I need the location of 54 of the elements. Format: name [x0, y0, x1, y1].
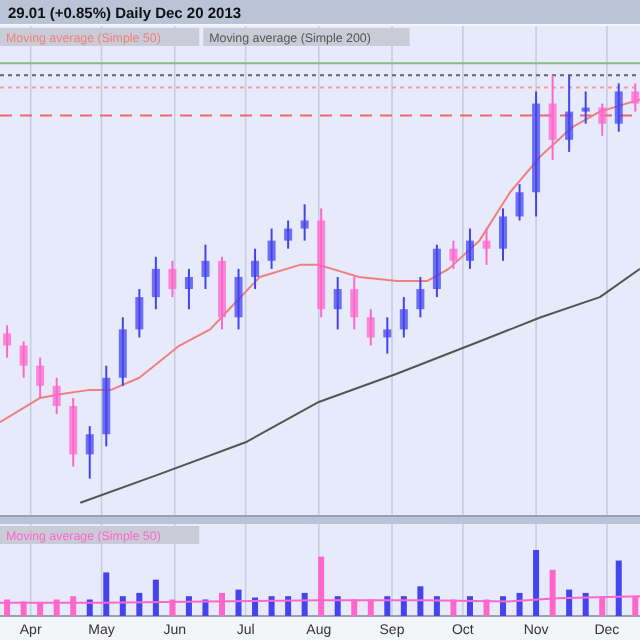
- bar: [516, 592, 523, 616]
- candlestick: [333, 275, 342, 331]
- candlestick: [548, 74, 557, 161]
- candlestick: [135, 288, 144, 339]
- bar: [615, 560, 622, 616]
- candlestick: [399, 296, 408, 339]
- candlestick: [201, 243, 210, 291]
- candlestick: [515, 183, 524, 222]
- bar: [433, 596, 440, 616]
- candlestick: [85, 425, 94, 480]
- bar: [334, 596, 341, 616]
- candlestick: [267, 227, 276, 270]
- bar: [103, 572, 110, 616]
- candlestick: [251, 247, 260, 291]
- bar: [566, 589, 573, 616]
- candlestick: [350, 275, 359, 331]
- candlestick: [184, 267, 193, 311]
- candlestick: [52, 376, 61, 416]
- candlestick: [581, 90, 590, 125]
- candlestick: [465, 227, 474, 270]
- bar: [500, 596, 507, 616]
- bar: [417, 586, 424, 616]
- candlestick: [432, 243, 441, 299]
- candlestick: [151, 255, 160, 311]
- candlestick: [284, 219, 293, 250]
- candlestick: [449, 239, 458, 270]
- bar: [152, 579, 159, 616]
- candlestick: [300, 203, 309, 242]
- bar: [185, 596, 192, 616]
- candlestick: [366, 308, 375, 347]
- candlestick: [598, 102, 607, 137]
- candlestick: [631, 82, 640, 113]
- bar: [268, 596, 275, 616]
- candlestick: [3, 324, 12, 359]
- bar: [136, 592, 143, 616]
- candlestick: [234, 267, 243, 331]
- bar: [466, 596, 473, 616]
- bar: [384, 596, 391, 616]
- bar: [400, 596, 407, 616]
- candlestick: [19, 340, 28, 379]
- candlestick: [499, 207, 508, 262]
- candlestick: [36, 356, 45, 399]
- candlestick: [614, 82, 623, 133]
- bar: [533, 549, 540, 616]
- candlestick: [416, 275, 425, 319]
- bar: [301, 592, 308, 616]
- bar: [235, 589, 242, 616]
- candlestick: [383, 316, 392, 355]
- bar: [119, 596, 126, 616]
- bar: [582, 592, 589, 616]
- candlestick: [482, 227, 491, 266]
- candlestick: [168, 259, 177, 299]
- candlestick: [565, 74, 574, 153]
- bar: [285, 596, 292, 616]
